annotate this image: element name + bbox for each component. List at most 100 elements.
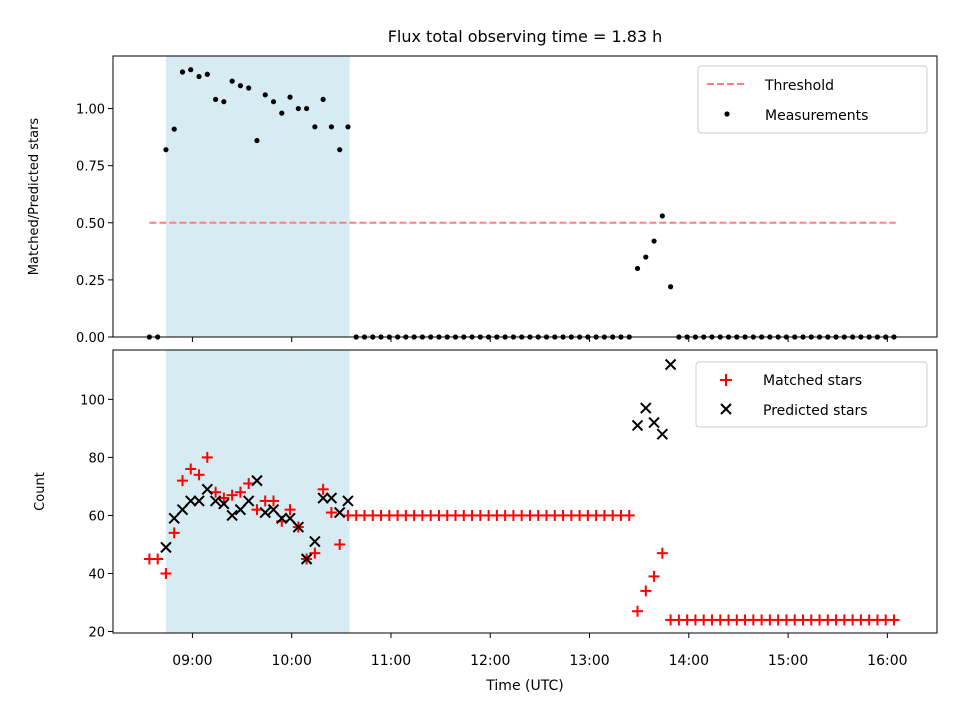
matched-star-point (168, 527, 180, 539)
bottom-legend: Matched stars Predicted stars (695, 361, 928, 428)
predicted-star-point (226, 509, 238, 522)
x-axis-label: Time (UTC) (485, 678, 563, 694)
bottom-x-tick-label: 13:00 (569, 653, 609, 669)
predicted-star-point (333, 506, 346, 519)
predicted-star-point (168, 512, 180, 525)
top-y-tick-label: 0.50 (76, 217, 105, 232)
top-legend: Threshold Measurements (697, 65, 928, 134)
top-highlight-span (165, 56, 350, 337)
legend-predicted-swatch (720, 403, 732, 415)
measurement-point (634, 265, 641, 272)
matched-star-point (234, 486, 246, 498)
bottom-legend-box (695, 361, 928, 428)
predicted-star-point (267, 503, 280, 516)
measurement-point (643, 254, 649, 260)
matched-star-point (623, 509, 635, 521)
bottom-x-tick-label: 12:00 (470, 653, 510, 669)
matched-star-point (317, 483, 329, 495)
legend-threshold-label: Threshold (764, 78, 834, 94)
measurement-point (179, 69, 186, 75)
measurement-point (303, 105, 310, 112)
predicted-star-point (640, 402, 652, 414)
measurement-point (651, 238, 657, 244)
bottom-y-tick-label: 60 (88, 509, 105, 524)
predicted-star-point (648, 416, 660, 429)
bottom-x-tick-label: 16:00 (867, 653, 907, 669)
top-y-axis: 0.00 0.25 0.50 0.75 1.00 (76, 103, 113, 346)
predicted-star-point (631, 419, 644, 432)
matched-star-point (888, 614, 900, 626)
matched-star-point (243, 478, 255, 490)
predicted-star-point (251, 474, 263, 487)
bottom-x-tick-label: 10:00 (272, 653, 312, 669)
top-axes-frame (112, 55, 938, 338)
measurement-point (237, 83, 244, 89)
measurement-point (279, 110, 285, 116)
top-x-ticks (191, 337, 888, 342)
measurement-point (171, 126, 177, 132)
predicted-star-point (292, 521, 305, 533)
predicted-star-point (300, 553, 313, 565)
measurement-point (345, 124, 351, 130)
matched-star-point (334, 538, 346, 550)
bottom-x-tick-label: 09:00 (172, 653, 212, 669)
measurement-point (668, 284, 674, 290)
predicted-star-point (209, 495, 222, 507)
predicted-star-point (317, 492, 329, 504)
matched-star-point (640, 585, 652, 597)
chart-title: Flux total observing time = 1.83 h (388, 27, 663, 46)
bottom-y-tick-label: 100 (80, 393, 105, 408)
top-panel: 0.00 0.25 0.50 0.75 1.00 Matched/Predicted s… (27, 55, 938, 346)
bottom-x-tick-label: 11:00 (371, 653, 411, 669)
legend-measurements-label: Measurements (765, 108, 868, 124)
predicted-star-point (193, 495, 205, 507)
predicted-star-point (664, 358, 677, 371)
matched-star-point (648, 570, 660, 582)
predicted-star-point (284, 512, 296, 525)
measurement-point (204, 71, 210, 77)
bottom-axes-frame (112, 349, 938, 634)
matched-star-point (251, 504, 263, 516)
matched-star-point (284, 504, 296, 516)
bottom-y-tick-label: 20 (88, 626, 105, 641)
predicted-star-point (185, 495, 197, 507)
measurement-point (287, 94, 293, 100)
predicted-star-point (176, 503, 189, 516)
predicted-star-point (276, 512, 288, 525)
measurement-point (221, 99, 227, 105)
predicted-star-point (242, 495, 255, 507)
measurement-point (659, 213, 665, 219)
bottom-x-tick-label: 14:00 (669, 653, 709, 669)
predicted-star-point (218, 498, 230, 510)
matched-star-point (152, 553, 164, 565)
top-legend-box (697, 65, 928, 134)
top-y-axis-label: Matched/Predicted stars (27, 118, 42, 276)
measurement-point (188, 67, 194, 73)
bottom-x-axis: 09:00 10:00 11:00 12:00 13:00 14:00 15:00 16:00 (172, 633, 908, 669)
legend-matched-swatch (720, 374, 732, 386)
measurement-point (212, 96, 219, 103)
measurement-point (229, 78, 235, 84)
bottom-x-tick-label: 15:00 (768, 653, 808, 669)
predicted-star-point (342, 495, 354, 507)
bottom-y-tick-label: 40 (88, 567, 105, 582)
predicted-stars-points (160, 358, 677, 565)
measurement-point (328, 124, 335, 130)
bottom-panel: 20 40 60 80 100 09:00 10:00 11:00 12:00 13:00 14:… (33, 349, 938, 694)
measurement-point (254, 137, 260, 144)
measurement-point (295, 105, 301, 112)
matched-star-point (185, 463, 197, 475)
predicted-star-point (160, 541, 172, 554)
predicted-star-point (259, 506, 271, 519)
matched-star-point (176, 475, 188, 487)
bottom-y-axis-label: Count (33, 472, 48, 511)
matched-star-point (226, 489, 238, 501)
matched-star-point (325, 507, 337, 519)
matched-star-point (632, 605, 644, 617)
predicted-star-point (325, 492, 338, 504)
measurement-point (320, 96, 326, 103)
matched-star-point (656, 547, 668, 559)
measurement-point (262, 92, 268, 98)
measurement-point (196, 73, 202, 80)
